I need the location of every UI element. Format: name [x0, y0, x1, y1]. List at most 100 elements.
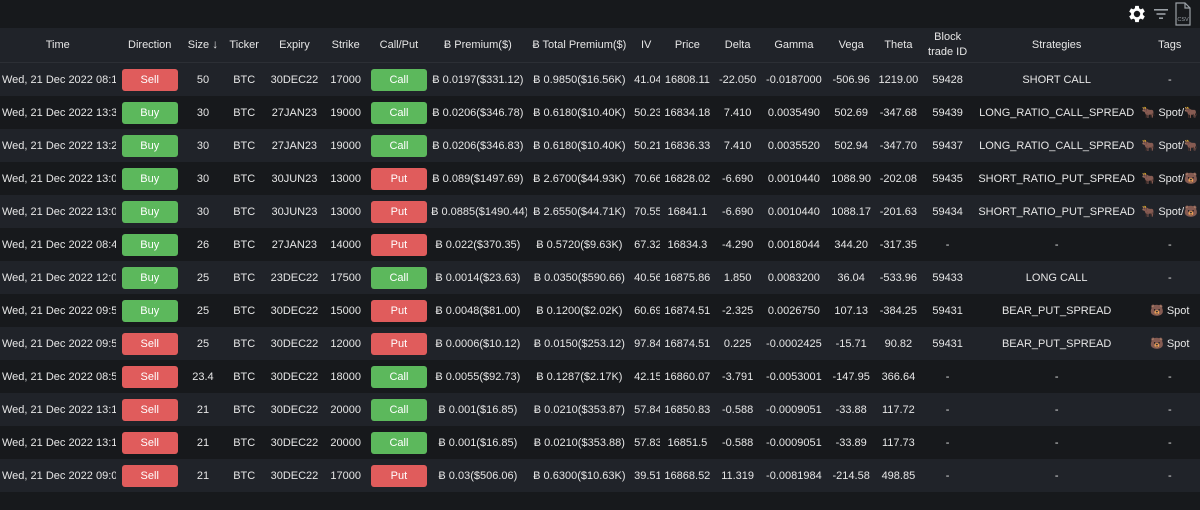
cell-tags: -	[1139, 228, 1200, 261]
cell-strike: 18000	[322, 360, 369, 393]
cell-expiry: 27JAN23	[266, 129, 323, 162]
table-row[interactable]: Wed, 21 Dec 2022 13:28:21 GMTBuy30BTC27J…	[0, 129, 1200, 162]
cell-price: 16841.1	[660, 195, 715, 228]
table-row[interactable]: Wed, 21 Dec 2022 08:49:12 GMTBuy26BTC27J…	[0, 228, 1200, 261]
cell-price: 16851.5	[660, 426, 715, 459]
buy-badge: Buy	[121, 233, 178, 256]
column-label: Block trade ID	[928, 31, 968, 58]
cell-price: 16874.51	[660, 327, 715, 360]
sell-badge: Sell	[121, 431, 178, 454]
cell-strategies: -	[973, 426, 1140, 459]
cell-total: Ƀ 0.6180($10.40K)	[526, 129, 633, 162]
column-header-direction[interactable]: Direction	[115, 28, 184, 63]
cell-direction: Buy	[115, 96, 184, 129]
cell-size: 21	[183, 393, 223, 426]
cell-total: Ƀ 0.6300($10.63K)	[526, 459, 633, 492]
cell-size: 30	[183, 162, 223, 195]
table-row[interactable]: Wed, 21 Dec 2022 08:11:16 GMTSell50BTC30…	[0, 62, 1200, 96]
cell-premium: Ƀ 0.001($16.85)	[429, 426, 527, 459]
cell-price: 16834.18	[660, 96, 715, 129]
cell-block: -	[921, 393, 974, 426]
cell-callput: Call	[368, 393, 430, 426]
table-row[interactable]: Wed, 21 Dec 2022 08:53:24 GMTSell23.4BTC…	[0, 360, 1200, 393]
cell-tags: 🐂 Spot/🐂 Vol	[1139, 96, 1200, 129]
table-row[interactable]: Wed, 21 Dec 2022 13:08:13 GMTBuy30BTC30J…	[0, 162, 1200, 195]
column-header-time[interactable]: Time	[0, 28, 116, 63]
cell-price: 16836.33	[660, 129, 715, 162]
cell-iv: 42.15	[632, 360, 661, 393]
cell-theta: 117.73	[875, 426, 922, 459]
column-header-premium[interactable]: Ƀ Premium($)	[429, 28, 527, 63]
column-header-vega[interactable]: Vega	[827, 28, 876, 63]
cell-time: Wed, 21 Dec 2022 13:28:21 GMT	[0, 129, 116, 162]
call-badge: Call	[370, 134, 427, 157]
cell-total: Ƀ 2.6700($44.93K)	[526, 162, 633, 195]
table-row[interactable]: Wed, 21 Dec 2022 09:57:34 GMTBuy25BTC30D…	[0, 294, 1200, 327]
cell-ticker: BTC	[222, 162, 267, 195]
gear-icon[interactable]	[1126, 3, 1148, 25]
cell-time: Wed, 21 Dec 2022 09:57:34 GMT	[0, 327, 116, 360]
column-header-iv[interactable]: IV	[632, 28, 661, 63]
column-label: Call/Put	[379, 38, 419, 51]
cell-strike: 19000	[322, 96, 369, 129]
column-header-tags[interactable]: Tags	[1139, 28, 1200, 63]
cell-price: 16828.02	[660, 162, 715, 195]
cell-size: 25	[183, 261, 223, 294]
cell-gamma: -0.0009051	[760, 426, 828, 459]
table-row[interactable]: Wed, 21 Dec 2022 12:08:50 GMTBuy25BTC23D…	[0, 261, 1200, 294]
column-header-callput[interactable]: Call/Put	[368, 28, 430, 63]
cell-theta: -347.70	[875, 129, 922, 162]
cell-total: Ƀ 0.0350($590.66)	[526, 261, 633, 294]
cell-theta: 498.85	[875, 459, 922, 492]
table-row[interactable]: Wed, 21 Dec 2022 13:14:49 GMTSell21BTC30…	[0, 426, 1200, 459]
cell-strike: 12000	[322, 327, 369, 360]
table-row[interactable]: Wed, 21 Dec 2022 09:03:16 GMTSell21BTC30…	[0, 459, 1200, 492]
table-row[interactable]: Wed, 21 Dec 2022 13:15:13 GMTSell21BTC30…	[0, 393, 1200, 426]
column-header-ticker[interactable]: Ticker	[222, 28, 267, 63]
cell-vega: 36.04	[827, 261, 876, 294]
cell-ticker: BTC	[222, 360, 267, 393]
column-header-strategies[interactable]: Strategies	[973, 28, 1140, 63]
column-header-theta[interactable]: Theta	[875, 28, 922, 63]
cell-callput: Call	[368, 129, 430, 162]
cell-total: Ƀ 0.1287($2.17K)	[526, 360, 633, 393]
cell-theta: -533.96	[875, 261, 922, 294]
table-row[interactable]: Wed, 21 Dec 2022 13:03:10 GMTBuy30BTC30J…	[0, 195, 1200, 228]
column-header-strike[interactable]: Strike	[322, 28, 369, 63]
column-label: Direction	[128, 38, 172, 51]
csv-file-icon[interactable]: CSV	[1174, 2, 1192, 26]
cell-gamma: -0.0053001	[760, 360, 828, 393]
cell-theta: -384.25	[875, 294, 922, 327]
cell-block: 59433	[921, 261, 974, 294]
buy-badge: Buy	[121, 299, 178, 322]
cell-gamma: -0.0187000	[760, 62, 828, 96]
table-row[interactable]: Wed, 21 Dec 2022 09:57:34 GMTSell25BTC30…	[0, 327, 1200, 360]
column-header-gamma[interactable]: Gamma	[760, 28, 828, 63]
cell-expiry: 30DEC22	[266, 294, 323, 327]
cell-vega: -33.88	[827, 393, 876, 426]
cell-time: Wed, 21 Dec 2022 08:11:16 GMT	[0, 62, 116, 96]
cell-iv: 70.66	[632, 162, 661, 195]
cell-expiry: 30JUN23	[266, 195, 323, 228]
column-header-size[interactable]: Size ↓	[183, 28, 223, 63]
column-header-price[interactable]: Price	[660, 28, 715, 63]
cell-iv: 67.32	[632, 228, 661, 261]
filter-icon[interactable]	[1152, 5, 1170, 23]
column-label: Expiry	[279, 38, 310, 51]
cell-ticker: BTC	[222, 459, 267, 492]
cell-vega: 1088.17	[827, 195, 876, 228]
sort-down-arrow-icon[interactable]: ↓	[212, 37, 219, 51]
cell-expiry: 30DEC22	[266, 393, 323, 426]
table-row[interactable]: Wed, 21 Dec 2022 13:30:20 GMTBuy30BTC27J…	[0, 96, 1200, 129]
cell-ticker: BTC	[222, 129, 267, 162]
cell-size: 21	[183, 426, 223, 459]
cell-delta: -6.690	[714, 195, 761, 228]
cell-gamma: 0.0035520	[760, 129, 828, 162]
cell-theta: -201.63	[875, 195, 922, 228]
column-header-delta[interactable]: Delta	[714, 28, 761, 63]
column-header-block[interactable]: Block trade ID	[921, 28, 974, 63]
cell-delta: -0.588	[714, 393, 761, 426]
column-header-expiry[interactable]: Expiry	[266, 28, 323, 63]
column-header-total[interactable]: Ƀ Total Premium($)	[526, 28, 633, 63]
cell-vega: -214.58	[827, 459, 876, 492]
